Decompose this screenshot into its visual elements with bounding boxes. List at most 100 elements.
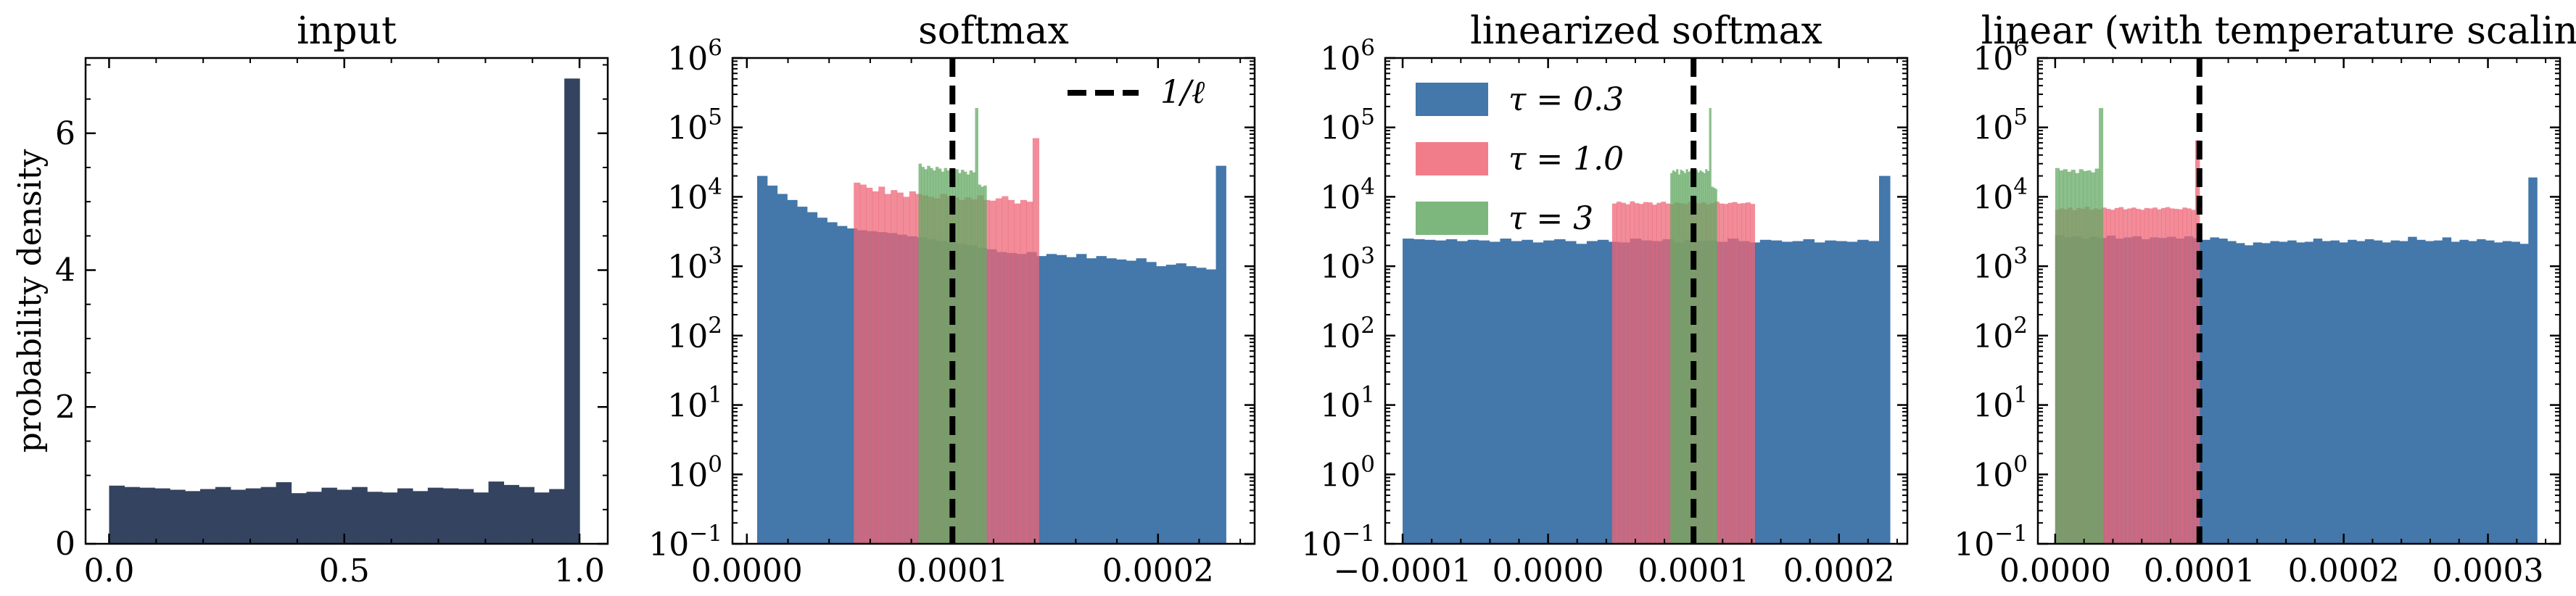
histogram-bar [2519,244,2529,544]
histogram-bar [2157,209,2162,544]
x-tick-label: 0.0000 [1999,552,2111,589]
histogram-bar [806,212,818,544]
histogram-bar [1625,204,1631,544]
histogram-bar [1701,171,1704,544]
histogram-bar [124,487,140,544]
y-tick-exponent: 0 [708,451,722,477]
histogram-bar [2201,239,2210,544]
histogram-bar [1709,108,1712,544]
histogram-bar [989,200,996,544]
y-tick-label: 106 [1320,35,1375,78]
legend-patch-swatch [1416,202,1488,235]
histogram-bar [884,194,891,544]
histogram-bar [1020,199,1027,544]
y-tick-exponent: 4 [2013,173,2028,199]
histogram-bar [866,187,873,544]
histogram-bar [975,108,978,544]
y-tick-base: 10 [1954,526,1994,563]
histogram-bar [2110,210,2115,544]
histogram-bar [938,168,942,544]
histogram-bar [981,186,984,544]
histogram-bar [199,489,216,544]
histogram-bar [2364,239,2374,544]
histogram-bar [1697,172,1700,544]
histogram-bar [1711,186,1714,544]
histogram-bar [944,167,948,544]
histogram-bar [1781,241,1793,544]
x-tick-label: 0.0 [83,552,134,589]
legend-label: τ = 0.3 [1508,81,1624,118]
x-tick-label: 0.0001 [1638,552,1749,589]
x-tick-label: 0.0001 [2144,552,2255,589]
histogram-bar [382,492,398,544]
y-tick-exponent: 3 [708,243,722,269]
histogram-bar [2165,207,2171,544]
histogram-bar [1136,258,1147,544]
histogram-bar [534,492,550,544]
y-tick-label: 105 [1973,104,2028,147]
y-tick-exponent: −1 [1342,521,1375,547]
histogram-bar [1825,240,1836,544]
histogram-bar [878,186,886,544]
histogram-bar [367,492,383,544]
histogram-bar [797,207,808,544]
histogram-bar [1076,254,1087,544]
histogram-bar [230,489,247,544]
histogram-bar [1007,199,1015,544]
y-tick-exponent: 2 [2013,313,2028,339]
histogram-bar [1691,173,1694,544]
histogram-bar [1693,171,1696,544]
histogram-bar [2287,240,2297,544]
y-tick-label: 10−1 [1954,521,2028,563]
histogram-bar [1066,257,1077,544]
y-tick-exponent: 0 [2013,451,2028,477]
histogram-bar [1703,173,1706,544]
legend: 1/ℓ [1068,74,1205,111]
series-tau-3 [2055,108,2104,544]
histogram-bar [458,489,474,544]
histogram-bar [930,167,933,544]
y-tick-exponent: 6 [708,35,722,61]
histogram-bar [139,487,155,544]
y-tick-base: 10 [667,41,708,78]
histogram-bar [442,488,459,544]
y-tick-base: 10 [1973,318,2013,355]
histogram-bar [1682,170,1685,544]
histogram-bar [983,185,987,544]
histogram-bar [1688,171,1690,544]
histogram-bar [564,78,580,544]
histogram-bar [321,487,337,544]
histogram-bar [2091,172,2096,544]
y-tick-base: 10 [667,457,708,494]
histogram-bar [767,185,778,544]
y-tick-label: 101 [1973,382,2028,425]
histogram-bar [2086,170,2092,544]
histogram-bar [2191,210,2196,544]
histogram-bar [2102,207,2107,544]
histogram-bar [1705,169,1708,544]
histogram-bar [966,174,970,544]
histogram-bar [306,492,322,544]
histogram-bar [1403,239,1414,544]
plot-area [2055,58,2538,544]
histogram-bar [1648,202,1653,544]
legend: τ = 0.3 τ = 1.0 τ = 3 [1416,81,1624,237]
histogram-bar [2373,240,2383,544]
histogram-bar [2382,242,2392,544]
histogram-bar [1511,241,1522,544]
y-tick-exponent: 1 [2013,382,2028,408]
histogram-bar [1689,170,1693,544]
y-tick-exponent: 6 [2013,35,2028,61]
histogram-bar [473,492,490,544]
legend-patch-swatch [1416,142,1488,175]
y-tick-label: 104 [1320,173,1375,216]
histogram-bar [2442,237,2452,544]
y-tick-label: 103 [1973,243,2028,286]
histogram-bar [352,487,368,544]
histogram-bar [1186,266,1197,544]
histogram-bar [2313,239,2323,544]
histogram-bar [935,167,939,544]
histogram-bar [2227,241,2237,544]
histogram-bar [337,489,352,544]
histogram-bar [949,169,953,544]
